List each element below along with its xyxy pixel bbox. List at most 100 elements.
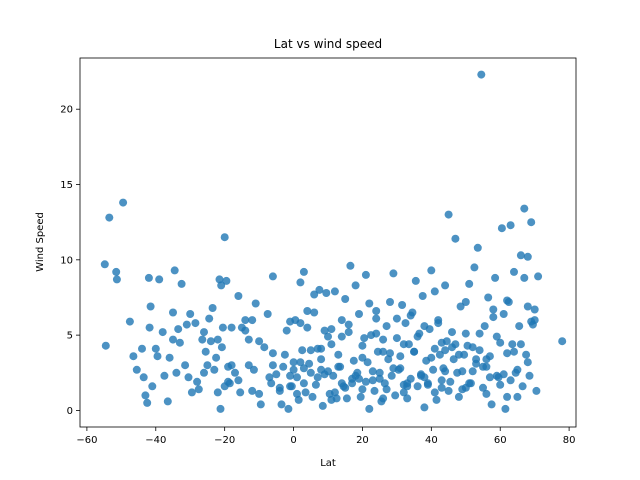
- data-point: [468, 343, 477, 352]
- data-point: [523, 358, 532, 367]
- data-point: [396, 352, 405, 361]
- data-point: [260, 343, 269, 352]
- data-point: [365, 404, 374, 413]
- data-point: [349, 356, 358, 365]
- data-point: [153, 352, 162, 361]
- chart-title: Lat vs wind speed: [274, 37, 382, 51]
- data-point: [482, 362, 491, 371]
- data-point: [160, 371, 169, 380]
- data-point: [267, 379, 276, 388]
- data-point: [423, 380, 432, 389]
- x-tick-label: −40: [145, 435, 166, 446]
- data-point: [368, 376, 377, 385]
- data-point: [200, 328, 208, 337]
- data-point: [169, 335, 177, 344]
- data-point: [506, 376, 515, 385]
- data-point: [320, 370, 329, 379]
- data-point: [256, 400, 265, 409]
- data-point: [355, 310, 363, 318]
- data-point: [499, 370, 508, 379]
- data-point: [427, 266, 436, 275]
- data-point: [330, 287, 339, 296]
- data-point: [386, 298, 394, 306]
- data-point: [306, 346, 315, 355]
- data-point: [475, 346, 484, 355]
- data-point: [218, 323, 227, 332]
- data-point: [513, 392, 522, 401]
- y-axis-ticks: 0 5 10 15 20: [60, 105, 80, 417]
- data-point: [341, 383, 350, 392]
- data-point: [379, 394, 388, 403]
- x-tick-label: −60: [76, 435, 97, 446]
- data-point: [360, 334, 369, 343]
- data-point: [311, 380, 320, 389]
- data-point: [434, 319, 443, 328]
- data-point: [372, 329, 381, 338]
- data-point: [236, 388, 245, 397]
- points-layer: [100, 70, 567, 413]
- data-point: [413, 332, 422, 341]
- x-tick-label: 80: [563, 435, 576, 446]
- data-point: [379, 347, 388, 356]
- data-point: [163, 397, 172, 406]
- data-point: [358, 353, 367, 362]
- data-point: [448, 343, 456, 352]
- data-point: [382, 385, 391, 394]
- data-point: [313, 373, 322, 382]
- data-point: [384, 355, 393, 364]
- data-point: [289, 358, 298, 367]
- data-point: [255, 389, 264, 398]
- data-point: [220, 382, 229, 391]
- data-point: [100, 260, 109, 269]
- data-point: [146, 302, 155, 311]
- data-point: [432, 395, 441, 404]
- data-point: [280, 350, 289, 359]
- data-point: [527, 317, 536, 326]
- data-point: [293, 389, 301, 398]
- data-point: [523, 252, 532, 261]
- data-point: [129, 352, 138, 361]
- data-point: [497, 224, 506, 233]
- data-point: [515, 322, 524, 331]
- data-point: [482, 389, 491, 398]
- data-point: [217, 281, 226, 290]
- data-point: [301, 388, 310, 397]
- data-point: [356, 392, 365, 401]
- data-point: [525, 371, 534, 380]
- data-point: [255, 337, 264, 346]
- data-point: [468, 367, 477, 376]
- data-point: [284, 404, 293, 413]
- data-point: [472, 359, 481, 368]
- data-point: [441, 346, 450, 355]
- data-point: [294, 395, 303, 404]
- data-point: [193, 377, 202, 386]
- data-point: [513, 365, 522, 374]
- data-point: [503, 296, 512, 305]
- data-point: [208, 304, 217, 312]
- data-point: [263, 310, 272, 318]
- data-point: [506, 221, 515, 230]
- data-point: [411, 276, 420, 285]
- data-point: [317, 355, 326, 364]
- data-point: [477, 70, 486, 79]
- data-point: [155, 275, 164, 284]
- data-point: [427, 353, 436, 362]
- data-point: [429, 365, 438, 374]
- data-point: [358, 341, 367, 350]
- data-point: [320, 326, 329, 335]
- data-point: [165, 353, 174, 362]
- x-axis-ticks: −60 −40 −20 0 20 40 60 80: [76, 427, 575, 446]
- data-point: [372, 307, 381, 315]
- data-point: [401, 319, 410, 328]
- data-point: [487, 400, 496, 409]
- data-point: [346, 261, 355, 270]
- data-point: [324, 332, 332, 341]
- data-point: [203, 361, 212, 370]
- x-tick-label: 60: [494, 435, 507, 446]
- data-point: [125, 317, 134, 326]
- data-point: [286, 382, 295, 391]
- data-point: [241, 326, 250, 335]
- data-point: [112, 275, 121, 284]
- data-point: [508, 340, 517, 349]
